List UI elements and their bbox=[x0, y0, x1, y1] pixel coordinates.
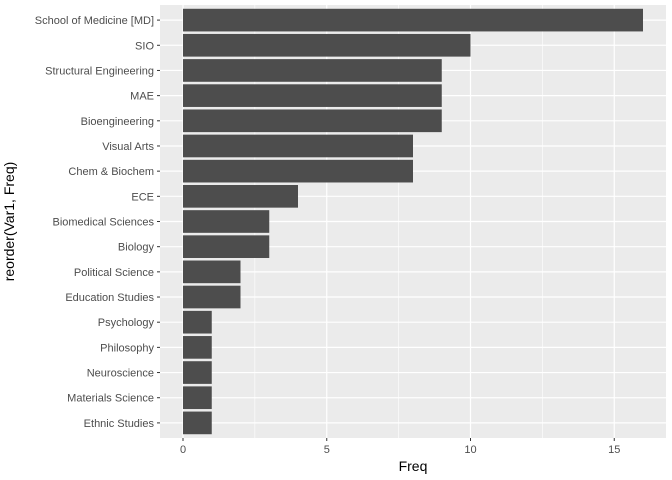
bar bbox=[183, 184, 298, 208]
y-tick-label: Neuroscience bbox=[87, 368, 154, 380]
y-tick-label: SIO bbox=[135, 40, 154, 52]
bar bbox=[183, 8, 643, 32]
bar bbox=[183, 411, 212, 435]
bar bbox=[183, 84, 442, 107]
y-tick-label: Structural Engineering bbox=[45, 65, 154, 77]
y-tick-label: Bioengineering bbox=[81, 116, 154, 128]
y-tick-label: Materials Science bbox=[67, 393, 154, 405]
y-tick-label: Philosophy bbox=[100, 342, 154, 354]
y-tick-label: Ethnic Studies bbox=[84, 418, 155, 430]
bar bbox=[183, 134, 413, 158]
x-tick-label: 15 bbox=[608, 444, 620, 456]
y-tick-label: ECE bbox=[131, 191, 154, 203]
bars bbox=[183, 8, 643, 435]
bar bbox=[183, 386, 212, 410]
x-tick-label: 0 bbox=[180, 444, 186, 456]
bar bbox=[183, 260, 241, 284]
y-tick-label: Biomedical Sciences bbox=[53, 217, 155, 229]
bar bbox=[183, 361, 212, 384]
x-axis-ticks: 0 5 10 15 bbox=[180, 438, 620, 456]
y-tick-label: Political Science bbox=[74, 267, 154, 279]
x-tick-label: 5 bbox=[324, 444, 330, 456]
y-tick-label: Chem & Biochem bbox=[68, 166, 154, 178]
y-tick-label: Education Studies bbox=[65, 292, 154, 304]
bar bbox=[183, 285, 241, 309]
bar bbox=[183, 159, 413, 183]
bar bbox=[183, 235, 270, 259]
bar bbox=[183, 336, 212, 359]
bar bbox=[183, 310, 212, 334]
y-tick-label: Psychology bbox=[98, 317, 155, 329]
bar bbox=[183, 109, 442, 133]
y-axis-ticks: School of Medicine [MD] SIO Structural Eng… bbox=[35, 15, 160, 430]
y-tick-label: Biology bbox=[118, 242, 155, 254]
y-axis-title: reorder(Var1, Freq) bbox=[1, 162, 17, 282]
x-axis-title: Freq bbox=[399, 458, 428, 474]
bar bbox=[183, 33, 471, 57]
bar bbox=[183, 210, 270, 233]
bar bbox=[183, 59, 442, 82]
y-tick-label: MAE bbox=[130, 91, 154, 103]
x-tick-label: 10 bbox=[464, 444, 476, 456]
y-tick-label: Visual Arts bbox=[102, 141, 154, 153]
y-tick-label: School of Medicine [MD] bbox=[35, 15, 154, 27]
